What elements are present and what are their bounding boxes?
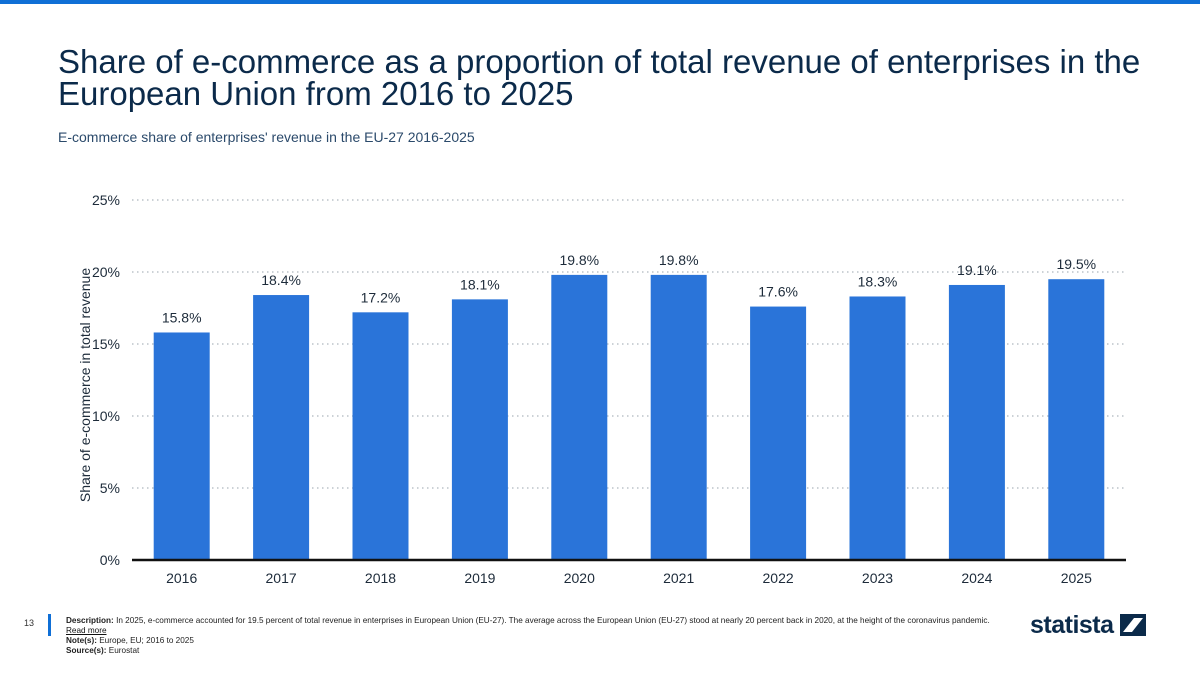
bar-2019[interactable]: [451, 299, 508, 560]
data-label: 19.1%: [957, 262, 997, 278]
x-tick-label: 2020: [564, 570, 595, 586]
top-accent-bar: [0, 0, 1200, 4]
bar-2024[interactable]: [948, 284, 1005, 560]
page-title: Share of e-commerce as a proportion of t…: [58, 43, 1141, 112]
statista-logo[interactable]: statista: [1030, 611, 1146, 639]
bar-2017[interactable]: [253, 295, 310, 560]
data-label: 17.2%: [361, 289, 401, 305]
x-tick-label: 2024: [961, 570, 992, 586]
x-tick-label: 2016: [166, 570, 197, 586]
source-text: Eurostat: [108, 646, 140, 655]
footer-info: Description: In 2025, e-commerce account…: [66, 616, 1006, 656]
x-tick-label: 2021: [663, 570, 694, 586]
x-tick-label: 2025: [1061, 570, 1092, 586]
data-label: 19.8%: [659, 252, 699, 268]
data-label: 15.8%: [162, 309, 202, 325]
data-label: 18.4%: [261, 272, 301, 288]
bar-2018[interactable]: [352, 312, 409, 560]
bar-2025[interactable]: [1048, 279, 1105, 560]
x-tick-label: 2019: [464, 570, 495, 586]
bar-2021[interactable]: [650, 274, 707, 560]
y-tick-label: 25%: [92, 192, 120, 208]
source-line: Source(s): Eurostat: [66, 646, 1006, 656]
notes-label: Note(s):: [66, 636, 97, 645]
logo-text: statista: [1030, 610, 1114, 639]
page-subtitle: E-commerce share of enterprises' revenue…: [58, 129, 475, 145]
read-more-link[interactable]: Read more: [66, 626, 107, 635]
statista-logo-icon: [1119, 614, 1146, 636]
bar-2022[interactable]: [750, 306, 807, 560]
description-line: Description: In 2025, e-commerce account…: [66, 616, 1006, 636]
description-label: Description:: [66, 616, 114, 625]
data-label: 19.5%: [1056, 256, 1096, 272]
y-tick-label: 5%: [100, 480, 120, 496]
y-axis-label: Share of e-commerce in total revenue: [77, 268, 93, 502]
x-tick-label: 2018: [365, 570, 396, 586]
y-tick-label: 15%: [92, 336, 120, 352]
data-label: 19.8%: [559, 252, 599, 268]
data-label: 17.6%: [758, 284, 798, 300]
bar-2016[interactable]: [153, 332, 210, 560]
data-label: 18.1%: [460, 276, 500, 292]
description-text: In 2025, e-commerce accounted for 19.5 p…: [116, 616, 990, 625]
x-tick-label: 2023: [862, 570, 893, 586]
notes-text: Europe, EU; 2016 to 2025: [99, 636, 194, 645]
page-number: 13: [24, 618, 35, 628]
y-tick-label: 20%: [92, 264, 120, 280]
source-label: Source(s):: [66, 646, 107, 655]
x-tick-label: 2022: [763, 570, 794, 586]
y-tick-label: 10%: [92, 408, 120, 424]
data-label: 18.3%: [858, 273, 898, 289]
x-tick-label: 2017: [266, 570, 297, 586]
y-tick-label: 0%: [100, 552, 120, 568]
bar-2020[interactable]: [551, 274, 608, 560]
footer-divider: [48, 614, 51, 636]
bar-chart: 15.8% 18.4% 17.2% 18.1% 19.8% 19.8% 17.6% 18.3%…: [77, 192, 1126, 586]
notes-line: Note(s): Europe, EU; 2016 to 2025: [66, 636, 1006, 646]
bar-2023[interactable]: [849, 296, 906, 560]
